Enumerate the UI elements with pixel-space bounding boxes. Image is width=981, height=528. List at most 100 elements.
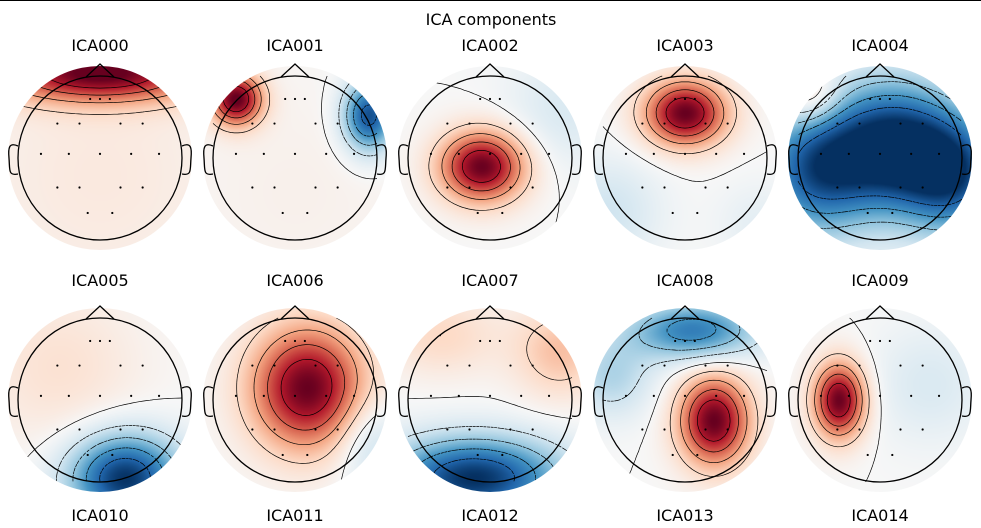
sensor-dot bbox=[262, 394, 265, 397]
contour-line bbox=[280, 358, 333, 416]
component-label: ICA013 bbox=[656, 506, 713, 525]
contour-line bbox=[820, 373, 857, 427]
contour-lines bbox=[602, 75, 768, 182]
sensor-dot bbox=[446, 364, 449, 367]
topomap-ica003: ICA003 bbox=[593, 36, 777, 250]
sensor-dot bbox=[306, 211, 309, 215]
topomap-ica008: ICA008 bbox=[593, 271, 777, 492]
component-label: ICA002 bbox=[461, 36, 518, 55]
sensor-dot bbox=[671, 211, 674, 215]
sensor-dot bbox=[39, 394, 43, 397]
contour-line bbox=[17, 397, 183, 469]
sensor-dot bbox=[476, 453, 479, 457]
heatmap-field bbox=[788, 66, 972, 250]
sensor-dot bbox=[641, 364, 644, 367]
sensor-dot bbox=[888, 97, 891, 101]
contour-line bbox=[625, 362, 768, 483]
sensor-dot bbox=[141, 186, 144, 189]
sensor-dot bbox=[671, 453, 674, 457]
component-label: ICA004 bbox=[851, 36, 908, 55]
sensor-dot bbox=[130, 152, 133, 155]
sensor-dot bbox=[262, 152, 265, 155]
sensor-dot bbox=[910, 394, 913, 397]
sensor-dot bbox=[56, 428, 59, 431]
sensor-dot bbox=[98, 339, 102, 343]
sensor-dot bbox=[314, 122, 317, 125]
sensor-dot bbox=[352, 152, 356, 155]
sensor-dot bbox=[251, 122, 254, 125]
topomap-ica000: ICA000 bbox=[8, 36, 192, 250]
sensor-dot bbox=[488, 97, 492, 101]
sensor-dot bbox=[726, 186, 729, 189]
topomap-ica005: ICA005 bbox=[8, 271, 192, 492]
right-ear-outline bbox=[181, 386, 192, 418]
left-ear-outline bbox=[203, 144, 214, 176]
sensor-dot bbox=[624, 394, 628, 397]
sensor-dot bbox=[921, 122, 924, 125]
sensor-dot bbox=[314, 428, 317, 431]
contour-line bbox=[849, 317, 882, 483]
contour-line bbox=[645, 81, 725, 145]
left-ear-outline bbox=[8, 144, 19, 176]
component-label: ICA000 bbox=[71, 36, 128, 55]
component-label: ICA010 bbox=[71, 506, 128, 525]
sensor-dot bbox=[704, 122, 707, 125]
sensor-dot bbox=[715, 152, 718, 155]
sensor-dot bbox=[293, 152, 297, 155]
sensor-dot bbox=[910, 152, 913, 155]
contour-line bbox=[697, 399, 731, 442]
sensor-dot bbox=[157, 394, 161, 397]
sensor-dot bbox=[86, 453, 89, 457]
topomap-ica002: ICA002 bbox=[398, 36, 582, 250]
sensor-dot bbox=[56, 364, 59, 367]
nose-outline bbox=[670, 63, 700, 78]
left-ear-outline bbox=[593, 386, 604, 418]
sensor-dot bbox=[847, 394, 850, 397]
contour-line bbox=[428, 122, 533, 211]
sensor-dot bbox=[683, 97, 687, 101]
sensor-dot bbox=[726, 122, 729, 125]
sensor-dot bbox=[847, 152, 850, 155]
sensor-dot bbox=[273, 122, 276, 125]
sensor-dot bbox=[858, 186, 861, 189]
sensor-dot bbox=[520, 152, 523, 155]
component-label: ICA001 bbox=[266, 36, 323, 55]
component-label: ICA012 bbox=[461, 506, 518, 525]
sensor-dot bbox=[652, 152, 655, 155]
sensor-dot bbox=[39, 152, 43, 155]
contour-line bbox=[680, 379, 748, 464]
sensor-dot bbox=[67, 394, 70, 397]
sensor-dot bbox=[336, 364, 339, 367]
sensor-dot bbox=[251, 364, 254, 367]
sensor-dot bbox=[293, 394, 297, 397]
sensor-dot bbox=[281, 211, 284, 215]
sensor-dot bbox=[531, 428, 534, 431]
sensor-dot bbox=[693, 339, 696, 343]
sensor-dot bbox=[108, 339, 111, 343]
right-ear-outline bbox=[376, 386, 387, 418]
nose-outline bbox=[475, 305, 505, 320]
topomap-ica004: ICA004 bbox=[788, 36, 972, 250]
topomap-ica009: ICA009 bbox=[788, 271, 972, 492]
sensor-dot bbox=[457, 394, 460, 397]
sensor-dot bbox=[234, 152, 238, 155]
sensor-dot bbox=[336, 186, 339, 189]
sensor-dot bbox=[891, 453, 894, 457]
sensor-dot bbox=[325, 152, 328, 155]
sensor-dot bbox=[336, 428, 339, 431]
head-outline bbox=[17, 317, 183, 483]
sensor-dot bbox=[251, 428, 254, 431]
left-ear-outline bbox=[593, 144, 604, 176]
sensor-dot bbox=[479, 339, 482, 343]
sensor-dot bbox=[119, 364, 122, 367]
sensor-dot bbox=[641, 122, 644, 125]
sensor-dot bbox=[663, 122, 666, 125]
sensor-dot bbox=[726, 428, 729, 431]
left-ear-outline bbox=[788, 144, 799, 176]
sensor-dot bbox=[119, 122, 122, 125]
sensor-dot bbox=[130, 394, 133, 397]
contour-line bbox=[411, 448, 537, 483]
sensor-dot bbox=[293, 339, 297, 343]
sensor-dot bbox=[119, 428, 122, 431]
sensor-dot bbox=[878, 152, 882, 155]
